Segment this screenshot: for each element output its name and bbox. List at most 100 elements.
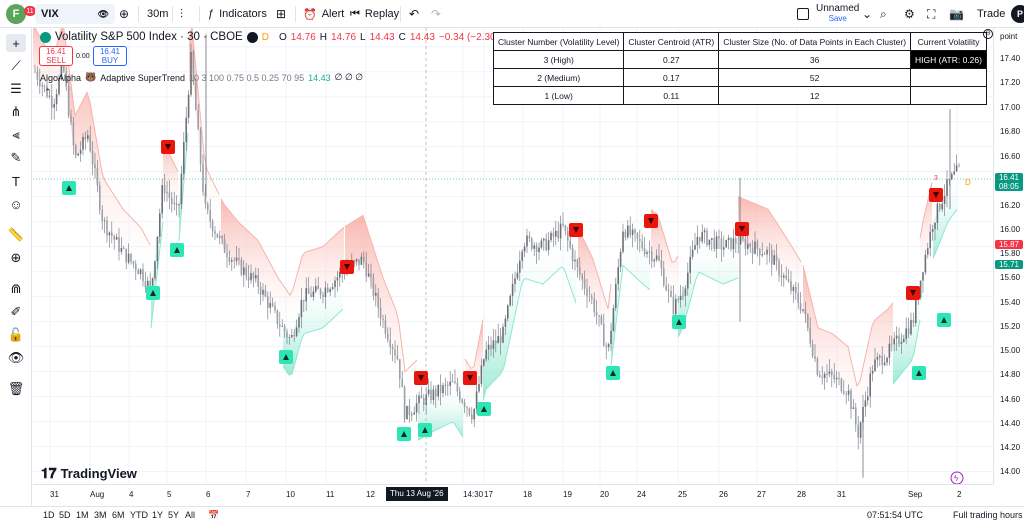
templates-icon[interactable]: ⊞ xyxy=(276,7,287,21)
text-tool-icon[interactable]: T xyxy=(12,173,20,189)
range-button-1d[interactable]: 1D xyxy=(43,510,55,520)
range-button-1y[interactable]: 1Y xyxy=(152,510,164,520)
crosshair-time-label: Thu 13 Aug '26 xyxy=(386,487,448,501)
date-range-calendar-icon[interactable]: 📅 xyxy=(208,510,220,520)
pitchfork-icon[interactable]: ⋔ xyxy=(10,104,22,119)
redo-icon[interactable]: ↷ xyxy=(431,7,442,21)
horizontal-lines-icon[interactable]: ☰ xyxy=(10,81,22,96)
d-marker: D xyxy=(965,178,971,187)
sell-signal-marker xyxy=(906,286,920,300)
symbol-search[interactable]: VIX 👁 xyxy=(35,4,115,24)
alert-icon: ⏰ xyxy=(303,8,317,21)
cluster-table-header: Cluster Number (Volatility Level) Cluste… xyxy=(492,32,987,51)
replay-icon: ⏮ xyxy=(350,7,360,20)
fib-icon[interactable]: ⫷ xyxy=(12,127,20,142)
price-tick: 14.20 xyxy=(1000,443,1021,452)
range-button-ytd[interactable]: YTD xyxy=(130,510,148,520)
buy-signal-marker xyxy=(418,423,432,437)
lightning-icon xyxy=(950,471,964,484)
top-toolbar xyxy=(0,0,1024,28)
ruler-icon[interactable]: 📏 xyxy=(7,227,25,242)
lock-drawing-icon[interactable]: ✐ xyxy=(10,304,22,319)
trade-button[interactable]: Trade xyxy=(977,8,1006,20)
range-button-5d[interactable]: 5D xyxy=(59,510,71,520)
crosshair-icon[interactable]: + xyxy=(6,34,26,52)
price-chart[interactable]: D 3 ϟ xyxy=(33,28,993,484)
time-tick: 6 xyxy=(206,490,211,499)
indicators-label: Indicators xyxy=(219,8,267,20)
current-volatility-cell: HIGH (ATR: 0.26) xyxy=(910,50,987,69)
sell-signal-marker xyxy=(463,371,477,385)
trend-line-icon[interactable]: ⟋ xyxy=(11,58,21,73)
eye-icon[interactable]: 👁 xyxy=(7,350,25,365)
price-tick: 17.20 xyxy=(1000,78,1021,87)
symbol-text: VIX xyxy=(41,8,59,20)
zoom-in-icon[interactable]: ⊕ xyxy=(10,250,22,265)
range-button-1m[interactable]: 1M xyxy=(76,510,89,520)
range-button-5y[interactable]: 5Y xyxy=(168,510,180,520)
buy-label: BUY xyxy=(101,56,119,65)
layout-name-button[interactable]: Unnamed Save xyxy=(816,4,859,24)
indicator-legend[interactable]: AlgoAlpha 🐻 Adaptive SuperTrend 10 3 100… xyxy=(40,72,363,83)
open-value: 14.76 xyxy=(290,31,316,43)
trash-icon[interactable]: 🗑 xyxy=(7,381,25,396)
camera-icon[interactable]: 📷 xyxy=(949,7,964,21)
save-label[interactable]: Save xyxy=(828,14,847,23)
profile-badge: P xyxy=(1011,5,1024,23)
table-cell: 2 (Medium) xyxy=(492,68,625,87)
signal-markers xyxy=(62,140,951,441)
buy-signal-marker xyxy=(170,243,184,257)
time-tick: 31 xyxy=(837,490,846,499)
range-button-3m[interactable]: 3M xyxy=(94,510,107,520)
tv-logo-text: TradingView xyxy=(60,466,137,481)
chart-settings-icon[interactable]: ⊖ xyxy=(983,29,993,39)
time-tick: 5 xyxy=(167,490,172,499)
quick-search-icon[interactable]: ⌕ xyxy=(880,6,887,21)
time-axis[interactable] xyxy=(33,484,993,506)
price-tick: 14.00 xyxy=(1000,467,1021,476)
price-tick: 17.00 xyxy=(1000,103,1021,112)
price-tick: 16.20 xyxy=(1000,201,1021,210)
session-button[interactable]: Full trading hours xyxy=(953,510,1023,520)
supertrend-green-label: 15.71 xyxy=(995,260,1023,269)
user-avatar[interactable]: F xyxy=(6,4,26,24)
range-button-all[interactable]: All xyxy=(185,510,196,520)
time-tick: 27 xyxy=(757,490,766,499)
emoji-icon[interactable]: ☺ xyxy=(9,196,23,212)
symbol-legend[interactable]: Volatility S&P 500 Index · 30 · CBOE D O… xyxy=(40,31,508,43)
undo-icon[interactable]: ↶ xyxy=(409,7,420,21)
lock-icon[interactable]: 🔓 xyxy=(7,327,25,342)
layout-dropdown-icon[interactable]: ⌄ xyxy=(862,7,873,21)
sell-button[interactable]: 16.41 SELL xyxy=(39,46,73,66)
layout-checkbox[interactable] xyxy=(797,4,809,24)
settings-gear-icon[interactable]: ⚙ xyxy=(904,7,915,21)
range-button-6m[interactable]: 6M xyxy=(112,510,125,520)
add-symbol-icon[interactable]: ⊕ xyxy=(119,7,130,21)
price-axis-header[interactable]: point xyxy=(1000,32,1018,41)
price-axis[interactable] xyxy=(993,28,1024,484)
replay-button[interactable]: ⏮ Replay xyxy=(350,4,399,24)
interval-button[interactable]: 30m xyxy=(147,8,169,20)
profile-button[interactable]: P xyxy=(1011,4,1024,24)
symbol-eye-icon[interactable]: 👁 xyxy=(97,8,109,19)
sell-signal-marker xyxy=(735,222,749,236)
avatar-button[interactable]: F 11 xyxy=(6,4,36,24)
utc-clock[interactable]: 07:51:54 UTC xyxy=(867,510,924,520)
fullscreen-icon[interactable]: ⛶ xyxy=(927,6,936,21)
time-tick: 17 xyxy=(484,490,493,499)
collapse-legend-icon[interactable]: ⌃ xyxy=(44,87,52,97)
layout-name: Unnamed xyxy=(816,3,860,14)
tradingview-logo[interactable]: 𝟏𝟕 TradingView xyxy=(41,465,137,482)
magnet-icon[interactable]: ⋒ xyxy=(10,281,22,296)
price-tick: 15.40 xyxy=(1000,298,1021,307)
alert-button[interactable]: ⏰ Alert xyxy=(303,4,344,24)
chart-type-icon[interactable]: ⫶ xyxy=(180,6,184,21)
time-tick: 26 xyxy=(719,490,728,499)
table-cell: 0.11 xyxy=(623,86,720,105)
table-row: 2 (Medium) 0.17 52 xyxy=(492,68,987,87)
time-tick: 25 xyxy=(678,490,687,499)
indicators-button[interactable]: ƒ Indicators xyxy=(208,4,267,24)
brush-icon[interactable]: ✎ xyxy=(10,150,22,165)
buy-button[interactable]: 16.41 BUY xyxy=(93,46,127,66)
table-header-cell: Cluster Centroid (ATR) xyxy=(623,32,720,51)
